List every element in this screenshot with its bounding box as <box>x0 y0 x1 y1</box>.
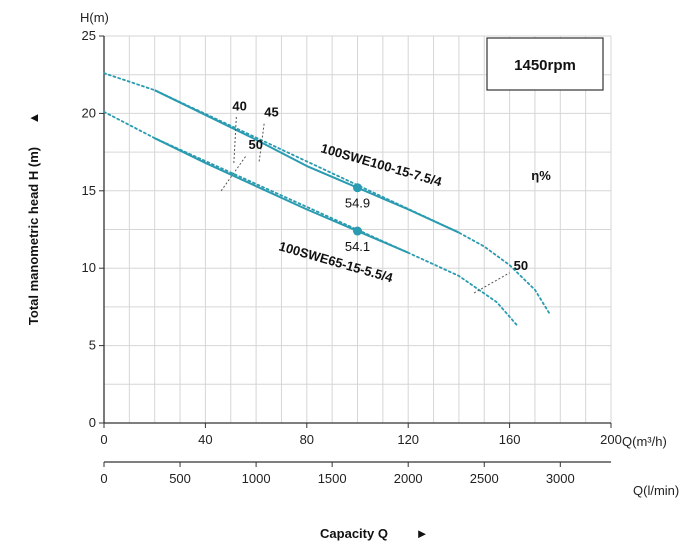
speed-label: 1450rpm <box>514 57 576 74</box>
y-tick-label: 0 <box>89 415 96 430</box>
y-tick-label: 15 <box>82 183 96 198</box>
x-secondary-unit-label: Q(l/min) <box>633 483 679 498</box>
efficiency-line <box>258 122 265 162</box>
y-tick-label: 25 <box>82 28 96 43</box>
efficiency-line <box>233 116 237 163</box>
y-tick-label: 10 <box>82 260 96 275</box>
x2-tick-label: 1500 <box>318 471 347 486</box>
series-2-name-label: 100SWE65-15-5.5/4 <box>277 238 395 285</box>
series-1-point-label: 54.9 <box>345 196 370 211</box>
x-unit-label: Q(m³/h) <box>622 434 667 449</box>
x2-tick-label: 0 <box>100 471 107 486</box>
x2-tick-label: 2500 <box>470 471 499 486</box>
y-tick-label: 5 <box>89 338 96 353</box>
x2-tick-label: 3000 <box>546 471 575 486</box>
efficiency-lines <box>220 116 510 294</box>
y-axis-arrow: ▲ <box>26 112 41 125</box>
x-tick-label: 120 <box>397 432 419 447</box>
series-2-solid-line <box>154 137 409 254</box>
pump-curves <box>103 72 552 327</box>
series-2-operating-point <box>353 226 362 236</box>
chart-labels: 54.9 54.1 100SWE100-15-7.5/4 100SWE65-15-5.… <box>232 98 528 285</box>
series-1-operating-point <box>353 183 362 193</box>
series-2-dotted-line <box>103 110 519 327</box>
x2-tick-label: 500 <box>169 471 191 486</box>
efficiency-line <box>473 272 510 294</box>
y-unit-label: H(m) <box>80 10 109 25</box>
y-tick-label: 20 <box>82 105 96 120</box>
efficiency-label: 40 <box>232 98 246 113</box>
speed-box <box>486 37 604 91</box>
capacity-title: Capacity Q <box>320 526 388 541</box>
eta-label: η% <box>531 168 551 183</box>
efficiency-label: 50 <box>514 258 528 273</box>
x-tick-label: 160 <box>499 432 521 447</box>
series-1-dotted-line <box>103 72 552 316</box>
efficiency-label: 50 <box>249 137 263 152</box>
series-2-point-label: 54.1 <box>345 239 370 254</box>
series-1-name-label: 100SWE100-15-7.5/4 <box>319 140 444 189</box>
series-1-solid-line <box>154 89 460 234</box>
x-tick-label: 40 <box>198 432 212 447</box>
x-tick-label: 0 <box>100 432 107 447</box>
x2-tick-label: 1000 <box>242 471 271 486</box>
x-tick-label: 200 <box>600 432 622 447</box>
y-axis-title: Total manometric head H (m) <box>26 147 41 325</box>
x-tick-label: 80 <box>300 432 314 447</box>
x2-tick-label: 2000 <box>394 471 423 486</box>
efficiency-label: 45 <box>264 105 278 120</box>
efficiency-line <box>220 154 247 192</box>
capacity-arrow: ► <box>416 526 429 541</box>
